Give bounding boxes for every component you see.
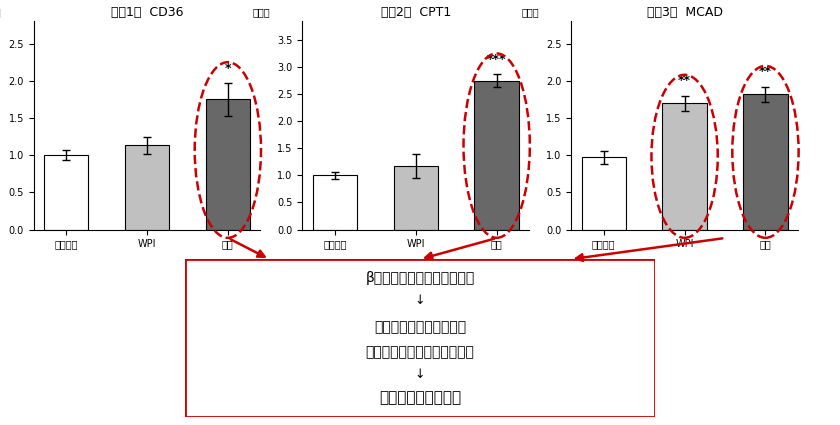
- Text: *: *: [224, 62, 231, 75]
- Bar: [125, 145, 169, 230]
- Title: （図2）  CPT1: （図2） CPT1: [381, 6, 451, 19]
- Bar: [663, 103, 706, 230]
- Text: （倍）: （倍）: [522, 7, 539, 17]
- Text: （倍）: （倍）: [0, 7, 2, 17]
- Text: （倍）: （倍）: [253, 7, 270, 17]
- Title: （図3）  MCAD: （図3） MCAD: [647, 6, 722, 19]
- Bar: [206, 99, 250, 230]
- Bar: [475, 81, 519, 230]
- Bar: [394, 166, 438, 230]
- Text: ミトコンドリアの活性化: ミトコンドリアの活性化: [374, 320, 466, 334]
- Text: ダイエット効果あり: ダイエット効果あり: [379, 390, 461, 405]
- Text: ↓: ↓: [415, 294, 425, 306]
- Text: ***: ***: [487, 53, 507, 66]
- Bar: [743, 94, 788, 230]
- FancyBboxPatch shape: [185, 259, 655, 416]
- Text: **: **: [678, 74, 691, 87]
- Title: （図1）  CD36: （図1） CD36: [111, 6, 183, 19]
- Text: **: **: [759, 65, 772, 78]
- Text: β酸化関連遂伝子の発現増加: β酸化関連遂伝子の発現増加: [365, 271, 475, 285]
- Text: 脲肪酸の代謝（分解）の上昇: 脲肪酸の代謝（分解）の上昇: [365, 345, 475, 359]
- Bar: [581, 157, 626, 230]
- Bar: [312, 176, 357, 230]
- Bar: [44, 155, 88, 230]
- Text: ↓: ↓: [415, 368, 425, 380]
